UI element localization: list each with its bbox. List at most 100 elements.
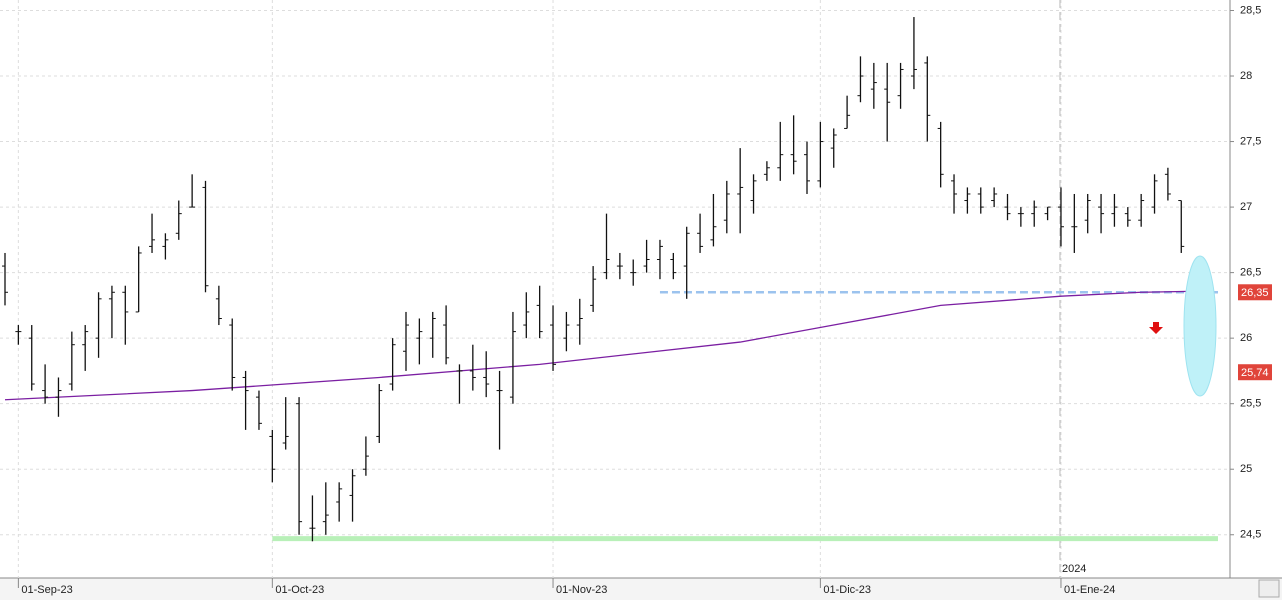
x-axis-strip: [0, 578, 1282, 600]
y-tick-label: 26,5: [1240, 267, 1261, 279]
ohlc-bar: [1124, 207, 1131, 227]
ohlc-bar: [296, 397, 303, 535]
ohlc-bar: [924, 56, 931, 142]
ohlc-bar: [910, 17, 917, 90]
ohlc-bar: [229, 318, 236, 391]
ohlc-bar: [951, 174, 958, 214]
y-tick-label: 24,5: [1240, 529, 1261, 541]
x-tick-label: 01-Dic-23: [823, 584, 871, 596]
ohlc-bar: [630, 259, 637, 286]
ohlc-bar: [523, 292, 530, 339]
ohlc-bar: [95, 292, 102, 358]
price-label-box: [1238, 364, 1272, 381]
year-label: 2024: [1062, 563, 1086, 575]
ohlc-bar: [991, 187, 998, 208]
ohlc-bar: [737, 148, 744, 234]
ohlc-bar: [763, 161, 770, 181]
highlight-ellipse: [1183, 255, 1217, 397]
x-tick-label: 01-Oct-23: [275, 584, 324, 596]
ohlc-bar: [1084, 193, 1091, 234]
ohlc-bar: [670, 252, 677, 280]
ohlc-bar: [857, 56, 864, 103]
ohlc-bar: [884, 62, 891, 142]
ohlc-bar: [82, 325, 89, 371]
ohlc-bar: [1044, 206, 1051, 221]
down-arrow: [1149, 322, 1163, 334]
x-tick-label: 01-Nov-23: [556, 584, 607, 596]
price-label-box: [1238, 284, 1272, 301]
ohlc-bar: [189, 174, 196, 208]
ohlc-bar: [389, 338, 396, 391]
ohlc-bar: [336, 482, 343, 522]
ohlc-bar: [429, 311, 436, 358]
ohlc-bar: [1004, 193, 1011, 221]
ohlc-bar: [456, 364, 463, 404]
y-tick-label: 28,5: [1240, 4, 1261, 16]
ohlc-bar: [563, 311, 570, 352]
ohlc-bar: [1017, 207, 1024, 227]
ohlc-bar: [830, 128, 837, 168]
ohlc-bar: [122, 285, 129, 345]
ohlc-bar: [656, 239, 663, 280]
ohlc-bar: [844, 95, 851, 129]
y-tick-label: 27: [1240, 201, 1252, 213]
price-label-text: 26,35: [1241, 287, 1269, 299]
ohlc-bar: [269, 429, 276, 483]
ohlc-bar: [937, 121, 944, 188]
ohlc-bar: [977, 187, 984, 214]
ohlc-bar: [362, 436, 369, 476]
ohlc-bar: [964, 187, 971, 214]
ohlc-bar: [255, 390, 262, 430]
ohlc-bar: [469, 344, 476, 391]
ohlc-bar: [376, 384, 383, 444]
ohlc-bar: [149, 213, 156, 253]
ohlc-bar: [68, 331, 75, 391]
ohlc-bar: [804, 141, 810, 194]
ohlc-bar: [683, 226, 690, 299]
ohlc-bar: [282, 397, 289, 450]
ohlc-bar: [750, 174, 757, 214]
ohlc-bar: [1098, 193, 1105, 234]
x-tick-label: 01-Ene-24: [1064, 584, 1115, 596]
ohlc-bar: [1164, 167, 1171, 201]
price-label: 25,74: [1238, 364, 1272, 381]
ohlc-bar: [2, 252, 8, 306]
ohlc-bar: [710, 193, 717, 247]
ohlc-bar: [643, 239, 650, 273]
ohlc-bar: [108, 285, 115, 339]
scroll-button[interactable]: [1258, 579, 1280, 598]
ohlc-bar: [403, 311, 409, 371]
x-tick-label: 01-Sep-23: [21, 584, 72, 596]
ohlc-bar: [309, 495, 316, 542]
y-tick-label: 27,5: [1240, 135, 1261, 147]
ohlc-bar: [175, 200, 182, 240]
ohlc-bar: [28, 325, 35, 391]
ohlc-bar: [1071, 193, 1078, 253]
price-label: 26,35: [1238, 284, 1272, 301]
ohlc-bar: [790, 115, 797, 175]
ohlc-bar: [135, 246, 142, 313]
y-tick-label: 25: [1240, 463, 1252, 475]
ohlc-bar: [496, 370, 503, 450]
ohlc-bar: [1151, 174, 1158, 214]
ohlc-bar: [1031, 200, 1038, 227]
ohlc-bar: [697, 213, 704, 253]
ohlc-bar: [1111, 193, 1118, 227]
ohlc-bar: [349, 469, 356, 522]
y-tick-label: 28: [1240, 70, 1252, 82]
ohlc-bar: [576, 298, 583, 345]
y-tick-label: 25,5: [1240, 398, 1261, 410]
ohlc-bar: [897, 62, 904, 109]
ohlc-bar: [443, 305, 450, 365]
price-label-text: 25,74: [1241, 367, 1269, 379]
ohlc-bar: [723, 180, 730, 234]
ohlc-bar: [590, 266, 597, 312]
ohlc-bar: [15, 325, 22, 345]
moving-average: [4, 290, 1209, 401]
ohlc-bar: [817, 121, 824, 188]
ohlc-bar: [42, 364, 49, 404]
ohlc-bar: [416, 318, 423, 365]
ohlc-bar: [215, 285, 222, 326]
